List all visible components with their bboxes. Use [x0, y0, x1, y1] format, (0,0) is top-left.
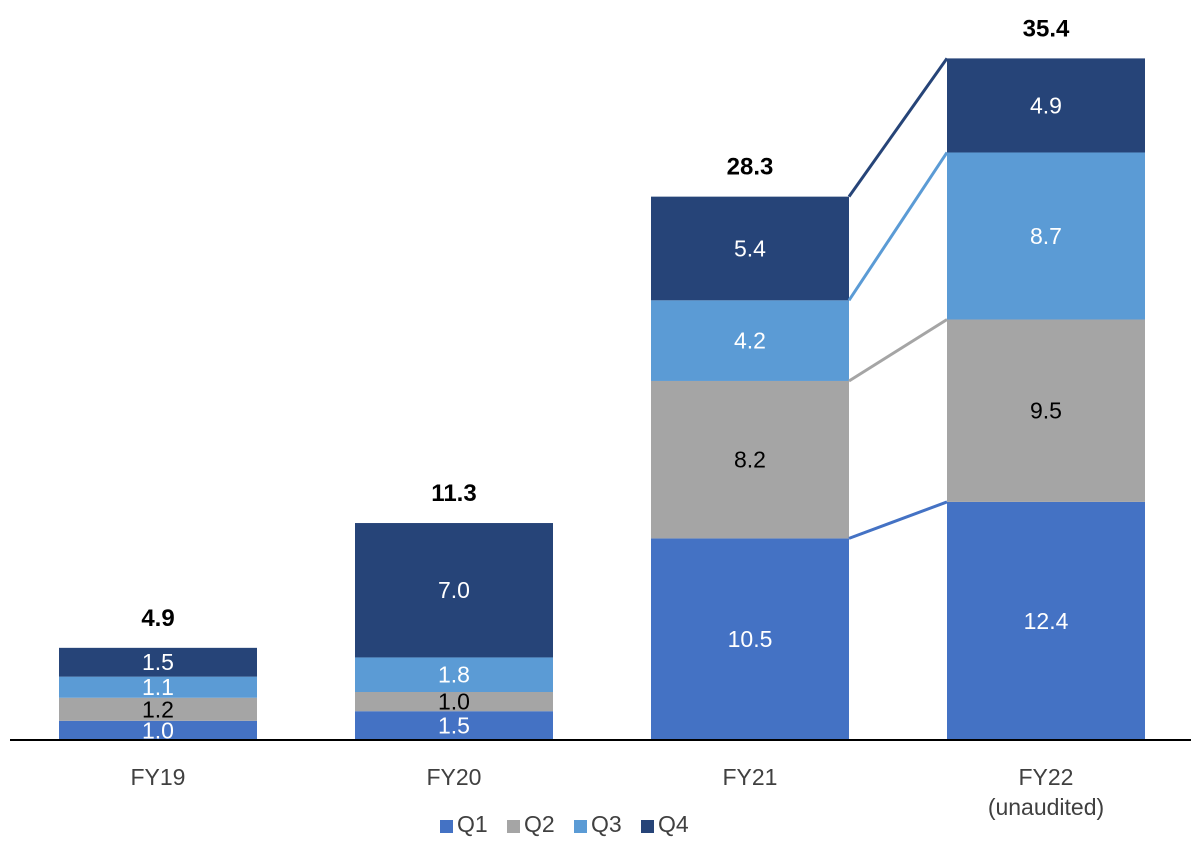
data-label-fy22-q4: 4.9	[1030, 92, 1062, 118]
data-label-fy21-q4: 5.4	[734, 235, 766, 261]
bar-segment-fy22-q1	[947, 501, 1145, 740]
bar-segment-fy20-q2	[355, 692, 553, 712]
bar-segment-fy19-q3	[59, 676, 257, 698]
legend-swatch-q1	[440, 820, 453, 833]
data-label-fy20-q4: 7.0	[438, 577, 470, 603]
x-tick-label-fy22: FY22	[1019, 764, 1074, 790]
x-tick-label-fy21: FY21	[723, 764, 778, 790]
data-label-fy21-q2: 8.2	[734, 447, 766, 473]
series-line-q1	[848, 500, 948, 540]
bar-segment-fy20-q3	[355, 657, 553, 692]
legend-swatch-q3	[574, 820, 587, 833]
total-label-fy22: 35.4	[1023, 15, 1070, 42]
x-tick-label-fy19: FY19	[131, 764, 186, 790]
legend-swatch-q4	[641, 820, 654, 833]
series-line-q4	[847, 57, 949, 198]
bar-segment-fy21-q4	[651, 196, 849, 301]
data-label-fy20-q1: 1.5	[438, 713, 470, 739]
bar-segment-fy19-q4	[59, 647, 257, 677]
total-label-fy19: 4.9	[141, 605, 174, 632]
data-label-fy19-q3: 1.1	[142, 674, 174, 700]
bar-segment-fy19-q1	[59, 720, 257, 740]
total-label-fy20: 11.3	[431, 480, 476, 507]
bar-segment-fy20-q1	[355, 711, 553, 740]
data-label-fy19-q4: 1.5	[142, 649, 174, 675]
data-label-fy20-q3: 1.8	[438, 662, 470, 688]
legend-label-q4: Q4	[658, 811, 689, 837]
bar-segment-fy22-q4	[947, 58, 1145, 153]
legend-label-q1: Q1	[457, 811, 488, 837]
bar-segment-fy20-q4	[355, 523, 553, 658]
data-label-fy22-q3: 8.7	[1030, 223, 1062, 249]
x-tick-label-fy20: FY20	[427, 764, 482, 790]
data-label-fy21-q1: 10.5	[728, 626, 773, 652]
total-label-fy21: 28.3	[727, 154, 774, 181]
legend-label-q2: Q2	[524, 811, 555, 837]
bar-segment-fy22-q3	[947, 152, 1145, 320]
series-line-q3	[847, 151, 949, 302]
data-label-fy20-q2: 1.0	[438, 689, 470, 715]
data-label-fy19-q2: 1.2	[142, 696, 174, 722]
bar-segment-fy22-q2	[947, 319, 1145, 502]
data-label-fy22-q1: 12.4	[1024, 608, 1069, 634]
legend-label-q3: Q3	[591, 811, 622, 837]
data-label-fy21-q3: 4.2	[734, 328, 766, 354]
bar-segment-fy21-q3	[651, 300, 849, 381]
legend-swatch-q2	[507, 820, 520, 833]
bar-segment-fy21-q1	[651, 538, 849, 740]
data-label-fy22-q2: 9.5	[1030, 398, 1062, 424]
bar-segment-fy19-q2	[59, 697, 257, 721]
x-tick-label-fy22-line2: (unaudited)	[988, 794, 1104, 820]
series-line-q2	[848, 318, 948, 383]
bar-segment-fy21-q2	[651, 380, 849, 539]
